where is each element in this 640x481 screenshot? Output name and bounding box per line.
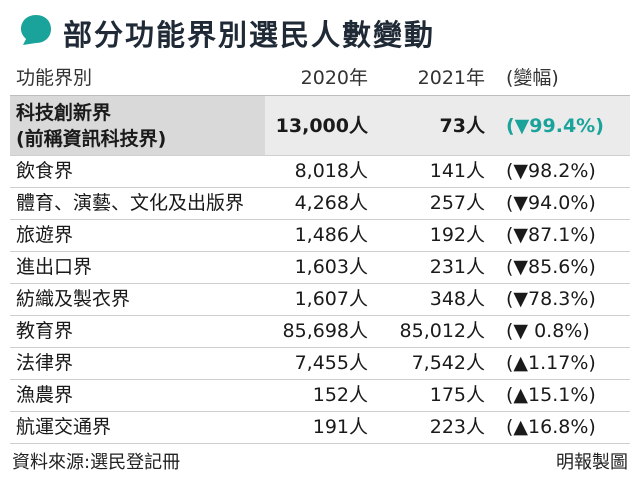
title-bar: 部分功能界別選民人數變動 xyxy=(0,0,640,60)
row-2020: 1,607人 xyxy=(294,288,368,310)
row-2020: 1,603人 xyxy=(294,256,368,278)
table-row: 紡織及製衣界 1,607人 348人 (▼78.3%) xyxy=(10,284,630,316)
row-2021: 85,012人 xyxy=(399,320,485,342)
row-2021: 141人 xyxy=(429,160,485,182)
row-name: 紡織及製衣界 xyxy=(16,288,131,310)
row-name: 進出口界 xyxy=(16,256,93,278)
row-2020: 13,000人 xyxy=(275,115,368,137)
table-row: 飲食界 8,018人 141人 (▼98.2%) xyxy=(10,156,630,188)
row-2021: 7,542人 xyxy=(411,352,485,374)
row-2021: 223人 xyxy=(429,416,485,438)
row-2021: 192人 xyxy=(429,224,485,246)
row-change: (▲16.8%) xyxy=(506,416,596,438)
row-2021: 348人 xyxy=(429,288,485,310)
row-name: 科技創新界 (前稱資訊科技界) xyxy=(16,100,166,152)
header-change: (變幅) xyxy=(506,67,559,89)
row-change: (▼98.2%) xyxy=(506,160,596,182)
speech-bubble-icon xyxy=(21,15,51,45)
source-note: 資料來源:選民登記冊 xyxy=(12,452,181,473)
row-2021: 257人 xyxy=(429,192,485,214)
row-2020: 85,698人 xyxy=(282,320,368,342)
row-change: (▼99.4%) xyxy=(506,115,604,137)
header-2021: 2021年 xyxy=(417,67,485,89)
footer: 資料來源:選民登記冊 明報製圖 xyxy=(12,449,628,477)
row-name-line1: 科技創新界 xyxy=(16,102,112,124)
table-row: 進出口界 1,603人 231人 (▼85.6%) xyxy=(10,252,630,284)
row-name: 航運交通界 xyxy=(16,416,112,438)
row-name: 體育、演藝、文化及出版界 xyxy=(16,192,245,214)
row-change: (▼85.6%) xyxy=(506,256,596,278)
data-table: 功能界別 2020年 2021年 (變幅) 科技創新界 (前稱資訊科技界) 13… xyxy=(10,62,630,444)
row-name: 漁農界 xyxy=(16,384,74,406)
table-row-highlight: 科技創新界 (前稱資訊科技界) 13,000人 73人 (▼99.4%) xyxy=(10,96,630,156)
row-change: (▲1.17%) xyxy=(506,352,596,374)
row-name: 教育界 xyxy=(16,320,74,342)
row-name-line2: (前稱資訊科技界) xyxy=(16,128,167,150)
row-2020: 191人 xyxy=(312,416,368,438)
row-change: (▼94.0%) xyxy=(506,192,596,214)
row-2021: 231人 xyxy=(429,256,485,278)
row-2020: 8,018人 xyxy=(294,160,368,182)
table-row: 教育界 85,698人 85,012人 (▼ 0.8%) xyxy=(10,316,630,348)
row-2021: 175人 xyxy=(429,384,485,406)
highlight-label-bg xyxy=(10,96,265,155)
row-name: 旅遊界 xyxy=(16,224,74,246)
row-change: (▼87.1%) xyxy=(506,224,596,246)
header-name: 功能界別 xyxy=(16,67,93,89)
row-2020: 152人 xyxy=(312,384,368,406)
row-2021: 73人 xyxy=(439,115,485,137)
table-row: 旅遊界 1,486人 192人 (▼87.1%) xyxy=(10,220,630,252)
row-2020: 7,455人 xyxy=(294,352,368,374)
row-change: (▼ 0.8%) xyxy=(506,320,590,342)
credit-note: 明報製圖 xyxy=(556,452,628,473)
row-2020: 4,268人 xyxy=(294,192,368,214)
header-2020: 2020年 xyxy=(300,67,368,89)
highlight-row-bg xyxy=(265,96,630,155)
table-row: 漁農界 152人 175人 (▲15.1%) xyxy=(10,380,630,412)
table-row: 法律界 7,455人 7,542人 (▲1.17%) xyxy=(10,348,630,380)
row-2020: 1,486人 xyxy=(294,224,368,246)
row-change: (▼78.3%) xyxy=(506,288,596,310)
table-header: 功能界別 2020年 2021年 (變幅) xyxy=(10,62,630,96)
table-row: 體育、演藝、文化及出版界 4,268人 257人 (▼94.0%) xyxy=(10,188,630,220)
table-row: 航運交通界 191人 223人 (▲16.8%) xyxy=(10,412,630,444)
row-name: 法律界 xyxy=(16,352,74,374)
row-change: (▲15.1%) xyxy=(506,384,596,406)
row-name: 飲食界 xyxy=(16,160,74,182)
page-title: 部分功能界別選民人數變動 xyxy=(63,18,436,52)
